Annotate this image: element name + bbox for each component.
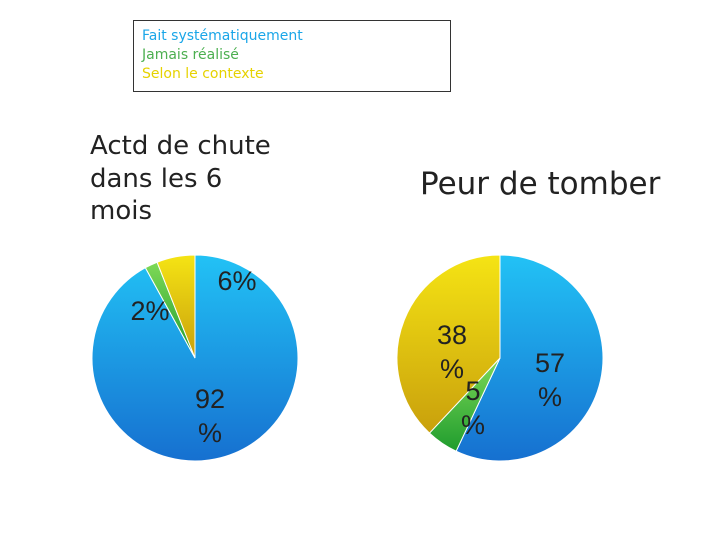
data-label-context: 6% (217, 266, 256, 296)
chart-title-falls-text: Actd de chute dans les 6 mois (90, 131, 271, 226)
legend: Fait systématiquement Jamais réalisé Sel… (133, 20, 451, 92)
legend-item-systematic: Fait systématiquement (142, 28, 303, 44)
pie-falls: 92 % 2% 6% (91, 254, 299, 462)
pie-slice-systematic (455, 254, 604, 462)
data-label-context: 38% (437, 320, 467, 384)
legend-item-never: Jamais réalisé (142, 47, 239, 63)
chart-title-fear: Peur de tomber (420, 166, 661, 202)
data-label-systematic: 57% (535, 348, 565, 412)
data-label-systematic: 92% (195, 384, 225, 448)
data-label-never: 2% (130, 296, 169, 326)
pie-slice-systematic (91, 254, 299, 462)
pie-slice-context (156, 254, 196, 359)
chart-title-falls: Actd de chute dans les 6 mois (90, 130, 290, 228)
legend-item-context: Selon le contexte (142, 66, 264, 82)
pie-fear: 57 % 5 %38% (396, 254, 604, 462)
pie-slice-context (396, 254, 501, 434)
data-label-never: 5% (461, 376, 485, 440)
